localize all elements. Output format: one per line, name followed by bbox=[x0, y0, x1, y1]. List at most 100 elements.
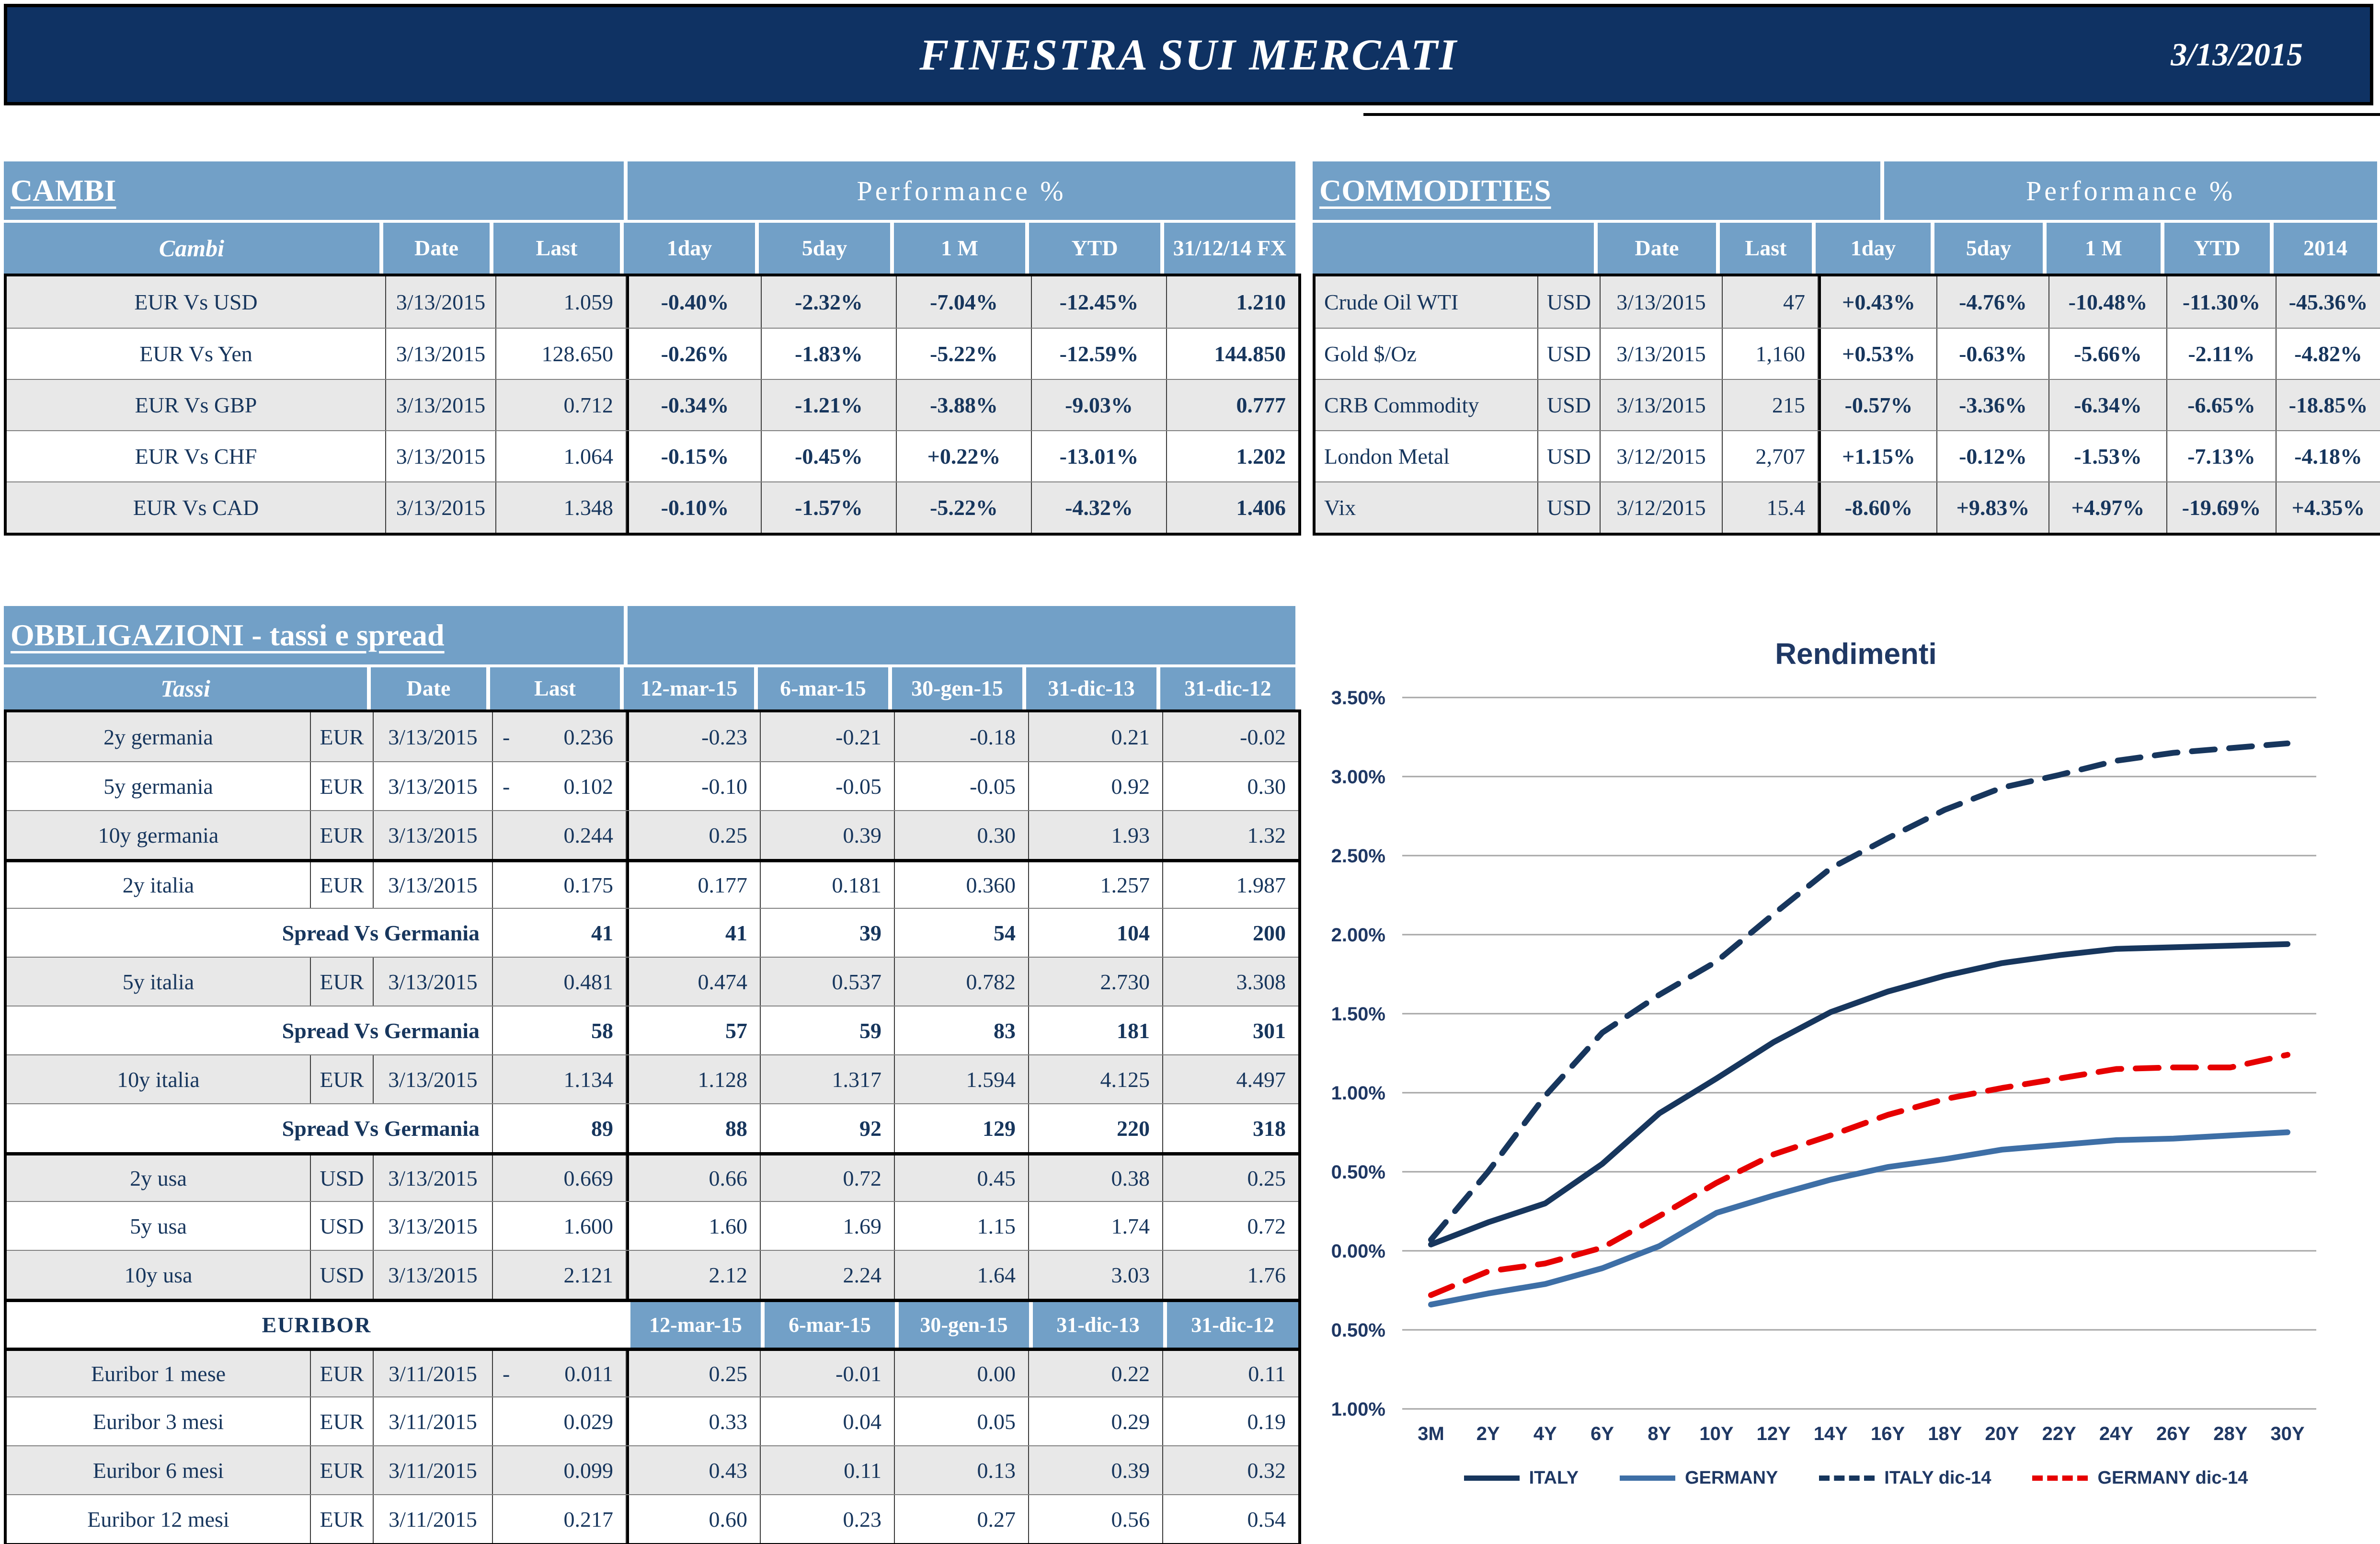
svg-text:3M: 3M bbox=[1418, 1423, 1444, 1444]
legend-line-sample bbox=[2032, 1475, 2088, 1481]
val-31dic13: 4.125 bbox=[1029, 1055, 1163, 1103]
col-header-ytd: YTD bbox=[2164, 223, 2274, 274]
date-cell: 3/13/2015 bbox=[374, 1251, 493, 1299]
obbligazioni-table: OBBLIGAZIONI - tassi e spread Tassi Date… bbox=[4, 606, 1301, 1544]
svg-text:6Y: 6Y bbox=[1590, 1423, 1614, 1444]
table-row: 5y italia EUR 3/13/2015 0.481 0.474 0.53… bbox=[7, 957, 1298, 1006]
obbligazioni-title-band: OBBLIGAZIONI - tassi e spread bbox=[4, 606, 1301, 664]
date-cell: 3/13/2015 bbox=[386, 380, 496, 430]
date-cell: 3/13/2015 bbox=[386, 431, 496, 481]
perf-5day: -1.83% bbox=[762, 329, 897, 379]
val-31dic12: 0.54 bbox=[1247, 1507, 1286, 1532]
val-30gen15: 0.782 bbox=[895, 958, 1029, 1006]
last-cell: 0.669 bbox=[493, 1155, 627, 1201]
last-cell: 1.134 bbox=[493, 1055, 627, 1103]
cambi-section-title: CAMBI bbox=[11, 173, 116, 207]
perf-1m: -6.34% bbox=[2049, 380, 2167, 430]
last-cell: - 0.011 bbox=[493, 1351, 627, 1396]
currency-cell: EUR bbox=[311, 862, 374, 908]
last-cell: 58 bbox=[493, 1006, 627, 1054]
val-12mar15: 0.25 bbox=[627, 1351, 761, 1396]
perf-1m: -7.04% bbox=[897, 276, 1032, 328]
fx-cell: 1.202 bbox=[1236, 444, 1286, 469]
rate-name: 10y germania bbox=[7, 811, 311, 859]
table-row: 5y germania EUR 3/13/2015 - 0.102 -0.10 -… bbox=[7, 761, 1298, 810]
val-31dic12: 0.32 bbox=[1247, 1458, 1286, 1483]
val-6mar15: -0.05 bbox=[761, 762, 895, 810]
svg-text:24Y: 24Y bbox=[2099, 1423, 2133, 1444]
cambi-title-cell: CAMBI bbox=[4, 161, 624, 220]
val-31dic13: 1.74 bbox=[1029, 1202, 1163, 1250]
euribor-col-31dic13: 31-dic-13 bbox=[1029, 1302, 1163, 1348]
svg-text:12Y: 12Y bbox=[1757, 1423, 1791, 1444]
commodities-performance-header: Performance % bbox=[1884, 161, 2377, 220]
val-31dic13: 0.56 bbox=[1029, 1495, 1163, 1543]
table-row: Euribor 12 mesi EUR 3/11/2015 0.217 0.60… bbox=[7, 1494, 1298, 1543]
euribor-section-label: EURIBOR bbox=[262, 1313, 372, 1337]
perf-ytd: -19.69% bbox=[2167, 482, 2277, 533]
val-31dic13: 0.39 bbox=[1029, 1446, 1163, 1494]
currency-cell: EUR bbox=[311, 811, 374, 859]
fx-cell: 0.777 bbox=[1236, 393, 1286, 417]
svg-text:2.00%: 2.00% bbox=[1332, 925, 1385, 946]
val-31dic12: 301 bbox=[1253, 1018, 1286, 1043]
perf-2014: -45.36% bbox=[2288, 290, 2368, 314]
header-bar: FINESTRA SUI MERCATI 3/13/2015 bbox=[4, 4, 2373, 105]
date-cell: 3/12/2015 bbox=[1601, 431, 1723, 481]
rate-name: Euribor 12 mesi bbox=[7, 1495, 311, 1543]
pair-name: EUR Vs GBP bbox=[7, 380, 386, 430]
commodities-data: Crude Oil WTI USD 3/13/2015 47 +0.43% -4… bbox=[1313, 274, 2380, 536]
perf-5day: -4.76% bbox=[1937, 276, 2049, 328]
currency-cell: EUR bbox=[311, 1446, 374, 1494]
last-value: 0.102 bbox=[563, 774, 614, 799]
obbligazioni-title-cell: OBBLIGAZIONI - tassi e spread bbox=[4, 606, 624, 664]
chart-legend: ITALY GERMANY ITALY dic-14 GERMANY dic-1… bbox=[1332, 1461, 2380, 1495]
perf-ytd: -9.03% bbox=[1032, 380, 1167, 430]
val-12mar15: -0.23 bbox=[627, 712, 761, 761]
table-row: EUR Vs Yen 3/13/2015 128.650 -0.26% -1.8… bbox=[7, 328, 1298, 379]
perf-1m: +0.22% bbox=[897, 431, 1032, 481]
spread-row: Spread Vs Germania 58 57 59 83 181 301 bbox=[7, 1006, 1298, 1054]
perf-5day: -2.32% bbox=[762, 276, 897, 328]
perf-5day: -0.63% bbox=[1937, 329, 2049, 379]
legend-line-sample bbox=[1819, 1475, 1875, 1481]
last-value: 1.134 bbox=[563, 1067, 614, 1092]
svg-text:20Y: 20Y bbox=[1985, 1423, 2019, 1444]
col-header-2014: 2014 bbox=[2274, 223, 2377, 274]
perf-ytd: -12.59% bbox=[1032, 329, 1167, 379]
val-30gen15: 0.30 bbox=[895, 811, 1029, 859]
date-cell: 3/11/2015 bbox=[374, 1446, 493, 1494]
table-row: 2y italia EUR 3/13/2015 0.175 0.177 0.18… bbox=[7, 859, 1298, 908]
val-30gen15: 129 bbox=[895, 1104, 1029, 1152]
perf-1day: +0.53% bbox=[1819, 329, 1937, 379]
cambi-column-headers: Cambi Date Last 1day 5day 1 M YTD 31/12/… bbox=[4, 223, 1301, 274]
val-12mar15: 0.43 bbox=[627, 1446, 761, 1494]
pair-name: EUR Vs Yen bbox=[7, 329, 386, 379]
val-31dic12: 200 bbox=[1253, 920, 1286, 945]
currency-cell: USD bbox=[311, 1251, 374, 1299]
perf-ytd: -6.65% bbox=[2167, 380, 2277, 430]
spread-row: Spread Vs Germania 41 41 39 54 104 200 bbox=[7, 908, 1298, 957]
last-cell: 1.348 bbox=[496, 482, 627, 533]
val-31dic12: 0.19 bbox=[1247, 1409, 1286, 1434]
val-30gen15: 1.594 bbox=[895, 1055, 1029, 1103]
svg-text:1.50%: 1.50% bbox=[1332, 1004, 1385, 1025]
val-30gen15: 54 bbox=[895, 909, 1029, 957]
val-31dic12: 0.25 bbox=[1247, 1166, 1286, 1190]
currency-cell: USD bbox=[311, 1155, 374, 1201]
obbligazioni-band-filler bbox=[628, 606, 1295, 664]
svg-text:-0.50%: -0.50% bbox=[1332, 1320, 1385, 1341]
perf-1m: -5.22% bbox=[897, 482, 1032, 533]
rate-name: 10y italia bbox=[7, 1055, 311, 1103]
val-31dic12: 318 bbox=[1253, 1116, 1286, 1141]
val-30gen15: 0.27 bbox=[895, 1495, 1029, 1543]
last-cell: 0.217 bbox=[493, 1495, 627, 1543]
perf-ytd: -11.30% bbox=[2167, 276, 2277, 328]
pair-name: EUR Vs CAD bbox=[7, 482, 386, 533]
commodity-name: Crude Oil WTI bbox=[1316, 276, 1538, 328]
last-cell: 89 bbox=[493, 1104, 627, 1152]
rate-name: 2y usa bbox=[7, 1155, 311, 1201]
perf-1day: -8.60% bbox=[1819, 482, 1937, 533]
val-31dic12: 0.11 bbox=[1248, 1361, 1286, 1386]
last-value: 1.600 bbox=[563, 1213, 614, 1238]
